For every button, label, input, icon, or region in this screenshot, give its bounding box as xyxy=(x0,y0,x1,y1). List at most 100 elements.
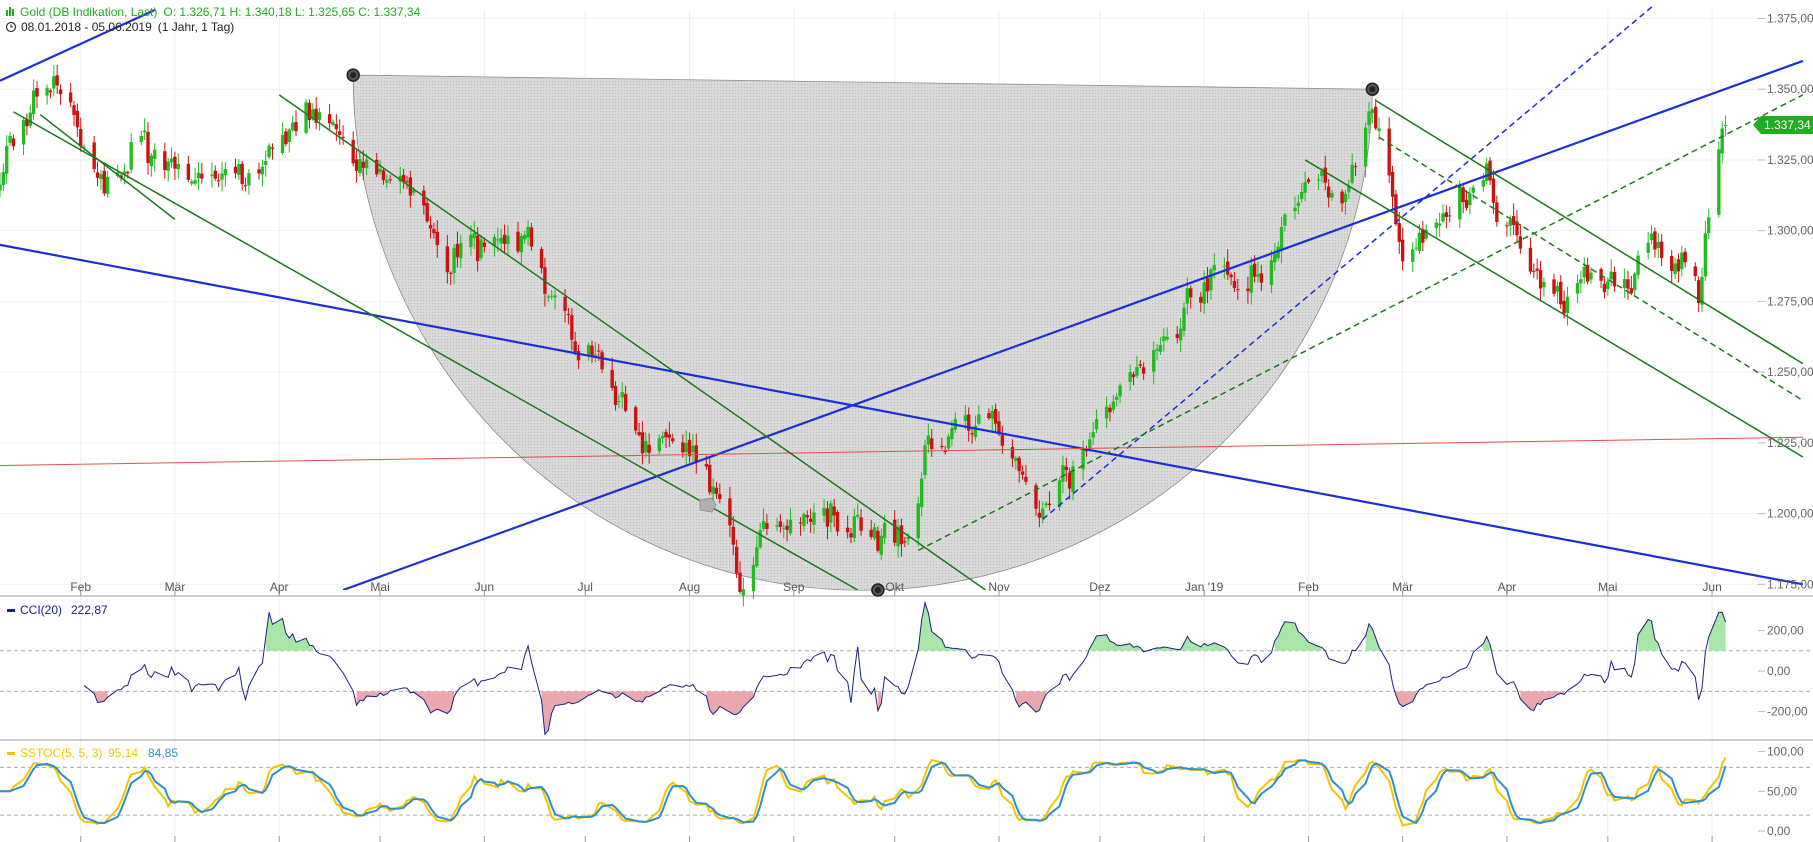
candle-body xyxy=(186,163,191,180)
candle-body xyxy=(398,175,402,182)
x-tick-label: Nov xyxy=(988,580,1009,594)
candle-body xyxy=(600,352,604,370)
candle-body xyxy=(1259,273,1264,283)
candle-body xyxy=(1518,236,1523,249)
candle-body xyxy=(1071,466,1075,492)
candle-body xyxy=(1390,171,1395,197)
candle-body xyxy=(1717,149,1721,215)
candle-body xyxy=(940,446,944,448)
x-tick-label: Mai xyxy=(370,580,389,594)
candle-body xyxy=(879,535,883,555)
candle-body xyxy=(718,494,722,499)
y-tick-label: 1.250,00 xyxy=(1767,365,1813,379)
candle-body xyxy=(1552,279,1556,294)
candle-body xyxy=(869,529,873,537)
candle-body xyxy=(1673,263,1677,275)
candle-body xyxy=(1064,466,1068,471)
pattern-anchor-core xyxy=(1369,86,1376,93)
y-tick-label: 1.375,00 xyxy=(1767,11,1813,25)
candle-body xyxy=(529,227,534,247)
candle-body xyxy=(1612,271,1617,287)
x-tick-label: Feb xyxy=(1298,580,1319,594)
candle-body xyxy=(287,129,291,143)
candle-body xyxy=(775,525,779,527)
candle-body xyxy=(1636,255,1640,275)
candle-body xyxy=(977,414,981,424)
candle-body xyxy=(563,296,567,311)
candle-body xyxy=(849,533,853,538)
candle-body xyxy=(122,171,127,175)
candle-body xyxy=(1414,247,1418,249)
cci-y-tick-label: -200,00 xyxy=(1767,705,1808,719)
candle-body xyxy=(1189,288,1193,298)
trend-blue-trendline xyxy=(0,8,156,82)
candle-body xyxy=(1199,296,1203,303)
candle-body xyxy=(590,345,594,356)
candle-body xyxy=(1646,242,1650,253)
last-price-tag: 1.337,34 xyxy=(1753,116,1813,135)
candle-body xyxy=(247,173,251,186)
x-axis: Feb Mär Apr Mai Jun Jul Aug Sep Okt Nov Dez Jan '19… xyxy=(70,580,1722,842)
candle-body xyxy=(738,572,742,592)
candle-body xyxy=(79,128,83,147)
candle-body xyxy=(146,131,150,163)
candle-body xyxy=(1138,364,1142,366)
x-tick-label: Feb xyxy=(70,580,91,594)
candle-body xyxy=(1175,334,1179,339)
candle-body xyxy=(832,506,836,516)
candle-body xyxy=(173,156,177,169)
candle-body xyxy=(472,233,476,239)
pattern-anchor-core xyxy=(350,72,357,79)
candle-body xyxy=(210,174,214,176)
candle-body xyxy=(455,244,460,258)
sstoc-title: SSTOC(5, 5, 3) xyxy=(20,746,102,760)
candle-body xyxy=(1397,223,1401,242)
cci-oversold-fill xyxy=(877,691,882,711)
candle-body xyxy=(1091,432,1095,438)
candle-body xyxy=(1693,266,1697,277)
candle-body xyxy=(307,102,312,121)
candle-body xyxy=(872,527,877,539)
candle-body xyxy=(1461,187,1465,203)
candle-body xyxy=(1437,223,1442,226)
candle-body xyxy=(1559,281,1563,305)
candle-body xyxy=(1256,274,1260,277)
cci-value: 222,87 xyxy=(71,603,108,617)
period: (1 Jahr, 1 Tag) xyxy=(158,20,235,34)
candle-body xyxy=(644,440,648,453)
candle-body xyxy=(1276,246,1280,259)
support-red-trendline xyxy=(0,436,1803,467)
candle-body xyxy=(946,436,951,449)
candle-body xyxy=(711,486,715,495)
candle-body xyxy=(378,168,382,173)
dashed-trend-green-trendline xyxy=(1378,136,1804,402)
candle-body xyxy=(260,166,265,175)
candle-body xyxy=(1700,276,1704,305)
candle-body xyxy=(338,131,342,135)
candle-body xyxy=(25,119,29,127)
candle-body xyxy=(1458,186,1462,220)
candle-body xyxy=(1108,407,1112,413)
candle-body xyxy=(788,519,793,534)
candle-body xyxy=(1387,128,1391,176)
candle-body xyxy=(1252,263,1257,277)
candle-body xyxy=(149,155,154,167)
candle-body xyxy=(1017,457,1021,471)
candle-body xyxy=(1444,212,1449,217)
candle-body xyxy=(1562,300,1566,314)
candle-body xyxy=(852,516,857,539)
rounding-bottom-region xyxy=(352,74,1373,591)
candle-body xyxy=(1165,336,1169,340)
trend-green-trendline xyxy=(1304,159,1804,458)
candle-body xyxy=(58,89,63,95)
candle-body xyxy=(492,236,497,247)
candle-body xyxy=(506,235,510,245)
candle-body xyxy=(708,464,712,493)
candle-body xyxy=(1353,166,1358,168)
trend-green-trendline xyxy=(13,111,859,590)
candle-body xyxy=(519,235,524,253)
candle-body xyxy=(499,237,503,244)
cci-overbought-fill xyxy=(918,602,966,651)
candle-body xyxy=(1609,271,1613,280)
candle-body xyxy=(334,124,339,130)
